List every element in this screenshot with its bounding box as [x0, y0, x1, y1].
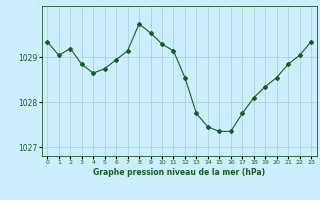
X-axis label: Graphe pression niveau de la mer (hPa): Graphe pression niveau de la mer (hPa)	[93, 168, 265, 177]
